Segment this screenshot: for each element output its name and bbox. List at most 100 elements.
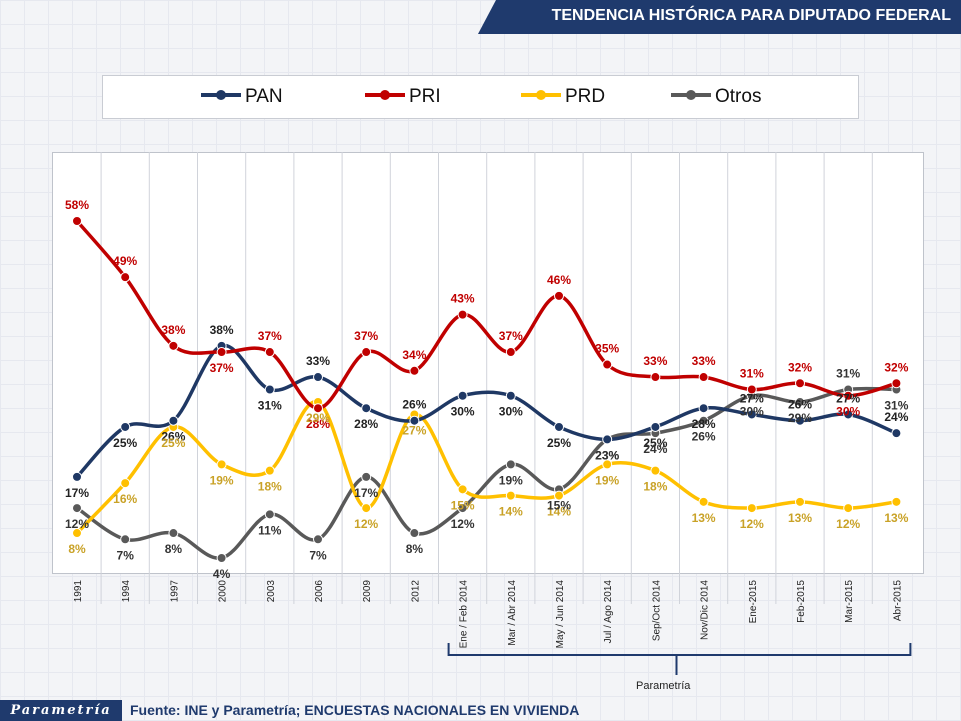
x-tick-label: May / Jun 2014	[555, 580, 566, 649]
x-tick-label: Jul / Ago 2014	[603, 580, 614, 644]
data-point-pri	[409, 365, 420, 376]
data-point-prd	[361, 503, 372, 514]
title-banner: TENDENCIA HISTÓRICA PARA DIPUTADO FEDERA…	[478, 0, 961, 34]
data-label-otros: 4%	[213, 567, 231, 581]
data-label-pri: 37%	[499, 329, 523, 343]
data-label-pan: 17%	[65, 486, 89, 500]
x-tick-label: Nov/Dic 2014	[700, 580, 711, 640]
data-point-prd	[457, 484, 468, 495]
x-tick-label: 2009	[362, 580, 373, 603]
data-point-otros	[313, 534, 323, 545]
data-point-pri	[650, 372, 661, 383]
data-label-pri: 33%	[643, 354, 667, 368]
data-point-pri	[843, 390, 854, 401]
data-label-otros: 30%	[740, 405, 764, 419]
data-label-pan: 23%	[595, 448, 619, 462]
data-point-pan	[168, 415, 179, 426]
data-point-prd	[72, 528, 82, 539]
data-label-pan: 28%	[692, 417, 716, 431]
data-point-prd	[698, 496, 709, 507]
data-point-otros	[72, 503, 82, 514]
data-point-prd	[264, 465, 275, 476]
data-label-pan: 30%	[451, 405, 475, 419]
data-point-prd	[120, 478, 131, 489]
data-point-prd	[795, 496, 805, 507]
data-label-otros: 24%	[643, 442, 667, 456]
x-tick-label: Ene-2015	[748, 580, 759, 624]
data-point-prd	[216, 459, 227, 470]
legend-label-otros: Otros	[715, 86, 762, 107]
x-tick-label: Ene / Feb 2014	[459, 580, 470, 649]
x-tick-label: Mar / Abr 2014	[507, 580, 518, 646]
data-label-pri: 49%	[113, 254, 137, 268]
x-tick-label: Feb-2015	[796, 580, 807, 623]
data-point-pri	[746, 384, 757, 395]
data-label-prd: 25%	[161, 436, 185, 450]
data-label-prd: 15%	[451, 498, 475, 512]
data-label-pan: 25%	[643, 436, 667, 450]
data-label-pri: 37%	[354, 329, 378, 343]
data-label-prd: 19%	[595, 473, 619, 487]
data-point-pan	[505, 390, 516, 401]
data-label-pri: 32%	[788, 360, 812, 374]
data-label-pan: 26%	[402, 398, 426, 412]
data-point-pan	[746, 409, 757, 420]
data-point-otros	[216, 553, 227, 563]
data-label-pri: 32%	[884, 360, 908, 374]
data-label-pan: 26%	[788, 398, 812, 412]
data-label-prd: 16%	[113, 492, 137, 506]
data-point-pan	[891, 428, 902, 439]
data-label-pan: 25%	[547, 436, 571, 450]
data-label-prd: 19%	[210, 473, 234, 487]
data-point-pri	[554, 290, 564, 301]
data-label-prd: 18%	[643, 480, 667, 494]
data-point-otros	[698, 415, 709, 426]
data-point-otros	[795, 396, 805, 407]
data-label-otros: 8%	[165, 542, 183, 556]
data-point-pan	[120, 421, 131, 432]
data-point-pri	[602, 359, 613, 370]
data-label-pan: 27%	[836, 391, 860, 405]
period-bracket	[447, 643, 912, 656]
data-label-prd: 14%	[499, 505, 523, 519]
data-label-pri: 58%	[65, 198, 89, 212]
x-tick-label: 1991	[73, 580, 84, 603]
data-label-pri: 37%	[258, 329, 282, 343]
data-point-pri	[120, 272, 131, 283]
legend-marker-otros	[671, 90, 711, 100]
legend-label-prd: PRD	[565, 86, 606, 107]
bracket-label: Parametría	[636, 680, 691, 692]
data-point-otros	[168, 528, 179, 539]
source-note: Fuente: INE y Parametría; ENCUESTAS NACI…	[130, 702, 580, 718]
data-label-pan: 28%	[354, 417, 378, 431]
data-point-pan	[457, 390, 468, 401]
data-label-otros: 12%	[451, 517, 475, 531]
data-label-otros: 17%	[354, 486, 378, 500]
data-point-pri	[216, 347, 227, 358]
data-point-prd	[650, 465, 661, 476]
data-label-prd: 13%	[884, 511, 908, 525]
data-point-otros	[505, 459, 516, 470]
x-tick-label: Mar-2015	[844, 580, 855, 623]
data-point-prd	[602, 459, 613, 470]
legend-marker-pan	[201, 90, 241, 100]
data-label-prd: 27%	[402, 423, 426, 437]
data-label-otros: 29%	[788, 411, 812, 425]
data-label-prd: 12%	[836, 517, 860, 531]
data-label-pan: 30%	[499, 405, 523, 419]
data-label-pan: 31%	[258, 399, 282, 413]
data-label-pri: 34%	[402, 348, 426, 362]
data-point-otros	[457, 503, 468, 514]
data-point-pri	[361, 347, 372, 358]
data-label-otros: 7%	[309, 548, 327, 562]
data-label-otros: 8%	[406, 542, 424, 556]
data-point-pri	[168, 340, 179, 351]
data-point-otros	[120, 534, 131, 545]
data-label-otros: 7%	[117, 548, 135, 562]
data-label-pri: 30%	[836, 405, 860, 419]
data-point-pan	[72, 471, 82, 482]
data-label-otros: 26%	[692, 430, 716, 444]
data-point-pan	[843, 409, 854, 420]
legend-marker-prd	[521, 90, 561, 100]
